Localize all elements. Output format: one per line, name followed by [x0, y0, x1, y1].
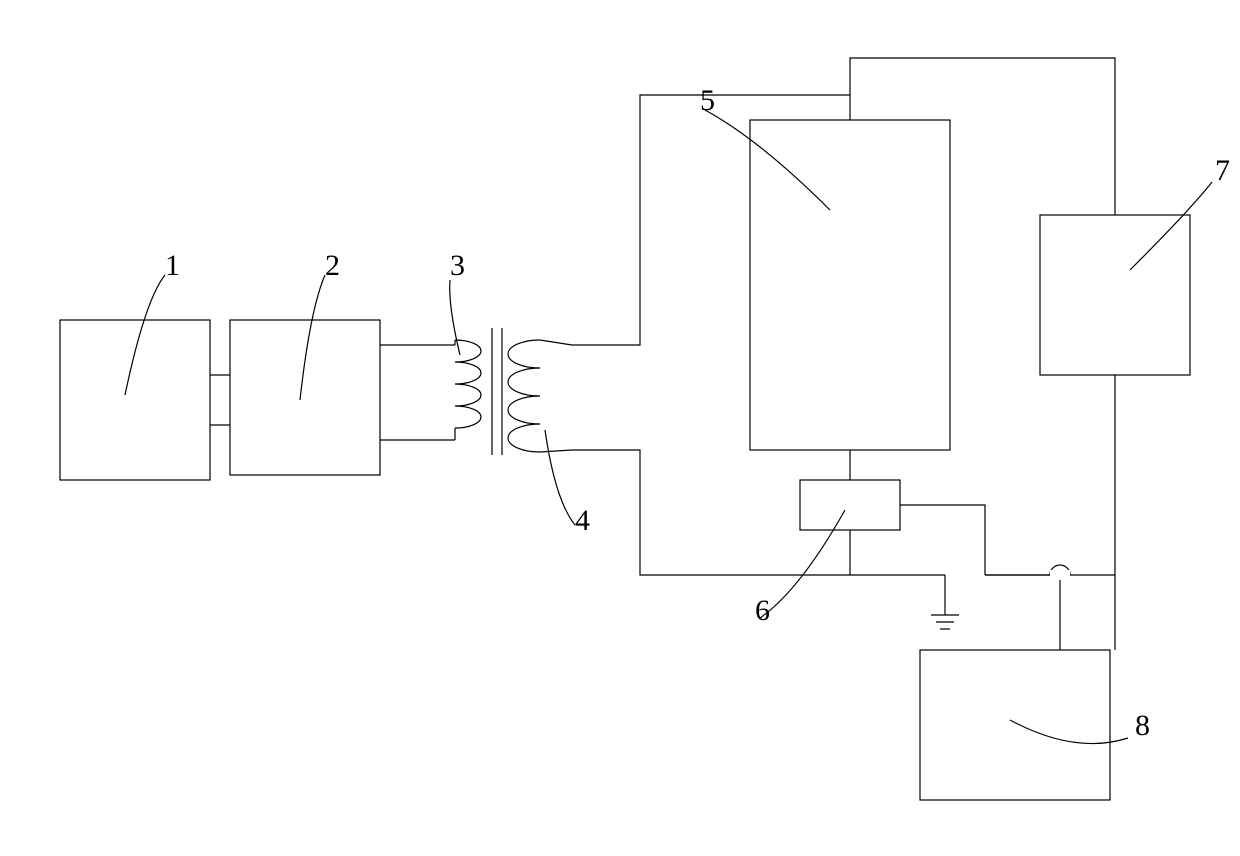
schematic-canvas: 1 2 3 4 5 6 7 8 — [0, 0, 1240, 856]
wire — [572, 95, 850, 345]
label-l4: 4 — [575, 504, 590, 537]
block-b2 — [230, 320, 380, 475]
block-b6 — [800, 480, 900, 530]
wire — [850, 58, 1115, 215]
label-leader-l5 — [705, 110, 830, 210]
label-leader-l6 — [760, 510, 845, 618]
wire — [900, 505, 985, 575]
label-l5: 5 — [700, 84, 715, 117]
label-l3: 3 — [450, 249, 465, 282]
block-b7 — [1040, 215, 1190, 375]
wire — [572, 450, 945, 575]
transformer-primary-coil — [455, 340, 481, 428]
wire — [985, 575, 1060, 650]
label-l1: 1 — [165, 249, 180, 282]
block-b1 — [60, 320, 210, 480]
transformer-secondary-coil — [508, 340, 540, 452]
label-leader-l2 — [300, 275, 325, 400]
label-l6: 6 — [755, 594, 770, 627]
label-l2: 2 — [325, 249, 340, 282]
label-leader-l7 — [1130, 182, 1212, 270]
label-leader-l1 — [125, 275, 165, 395]
block-b5 — [750, 120, 950, 450]
label-leader-l4 — [545, 430, 575, 525]
block-b8 — [920, 650, 1110, 800]
label-l8: 8 — [1135, 709, 1150, 742]
label-l7: 7 — [1215, 154, 1230, 187]
